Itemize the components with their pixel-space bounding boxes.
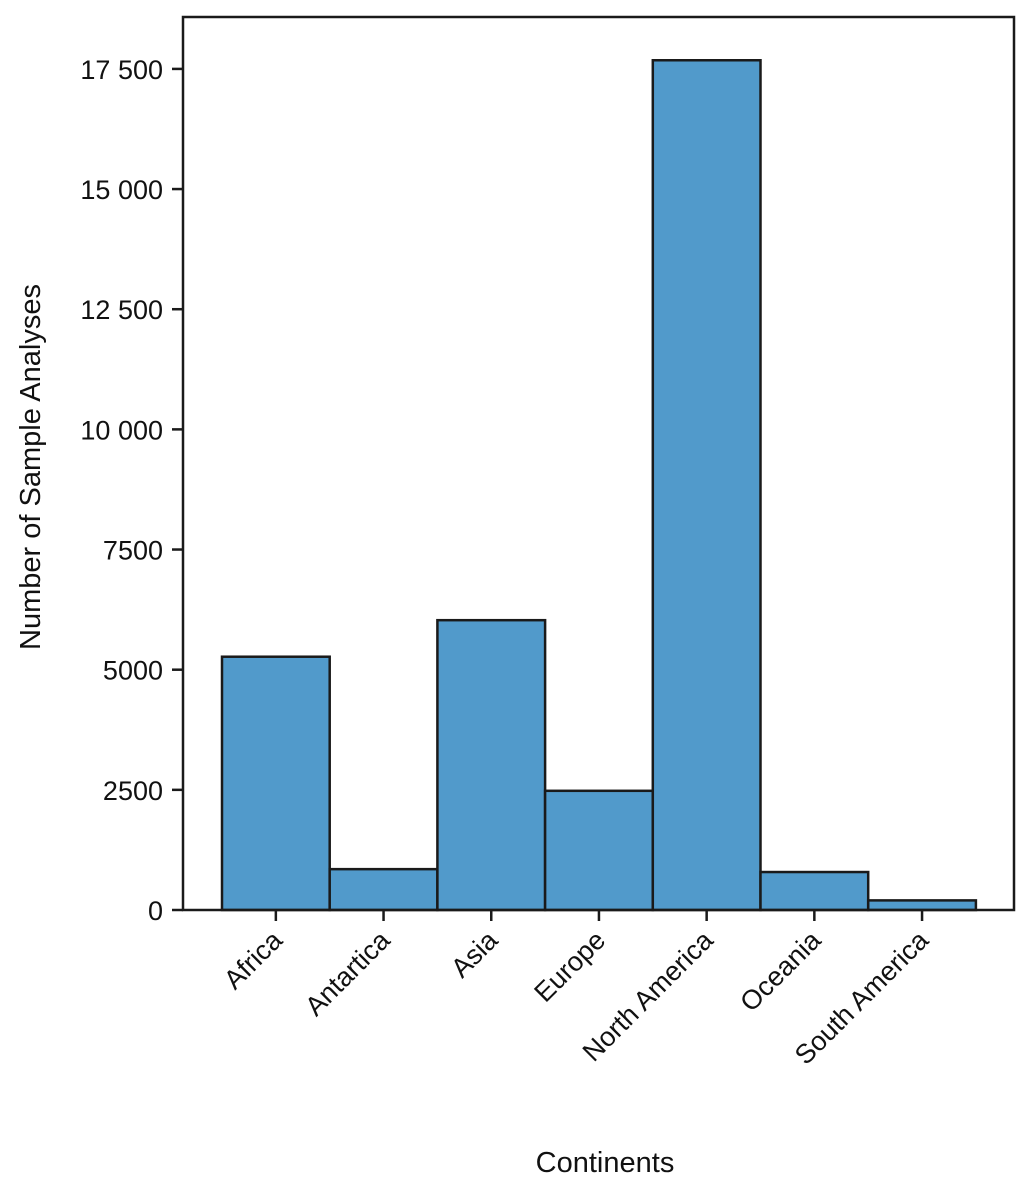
y-axis: 0 2500 5000 7500 10 000 12 500 15 000 17 500	[80, 55, 183, 926]
bars-group	[220, 59, 978, 912]
bar-antartica	[328, 867, 439, 912]
bar-africa	[220, 655, 331, 912]
y-tick-label: 0	[148, 896, 163, 926]
y-tick-label: 15 000	[80, 175, 163, 205]
x-axis-title: Continents	[536, 1147, 675, 1179]
y-tick-label: 17 500	[80, 55, 163, 85]
x-tick-label: Europe	[528, 925, 611, 1008]
y-axis-title: Number of Sample Analyses	[15, 284, 47, 650]
y-tick-label: 7500	[103, 536, 163, 566]
bar-oceania	[759, 870, 870, 912]
y-tick-label: 10 000	[80, 415, 163, 445]
y-tick-label: 2500	[103, 776, 163, 806]
bar-europe	[543, 789, 655, 912]
bar-asia	[436, 618, 547, 912]
x-tick-label: Antartica	[299, 924, 396, 1021]
x-tick-label: Oceania	[734, 924, 827, 1017]
x-tick-label: Africa	[218, 924, 289, 995]
y-tick-label: 5000	[103, 656, 163, 686]
bar-north-america	[651, 59, 762, 912]
x-tick-label: Asia	[445, 924, 504, 983]
y-tick-label: 12 500	[80, 295, 163, 325]
bar-south-america	[866, 899, 978, 912]
